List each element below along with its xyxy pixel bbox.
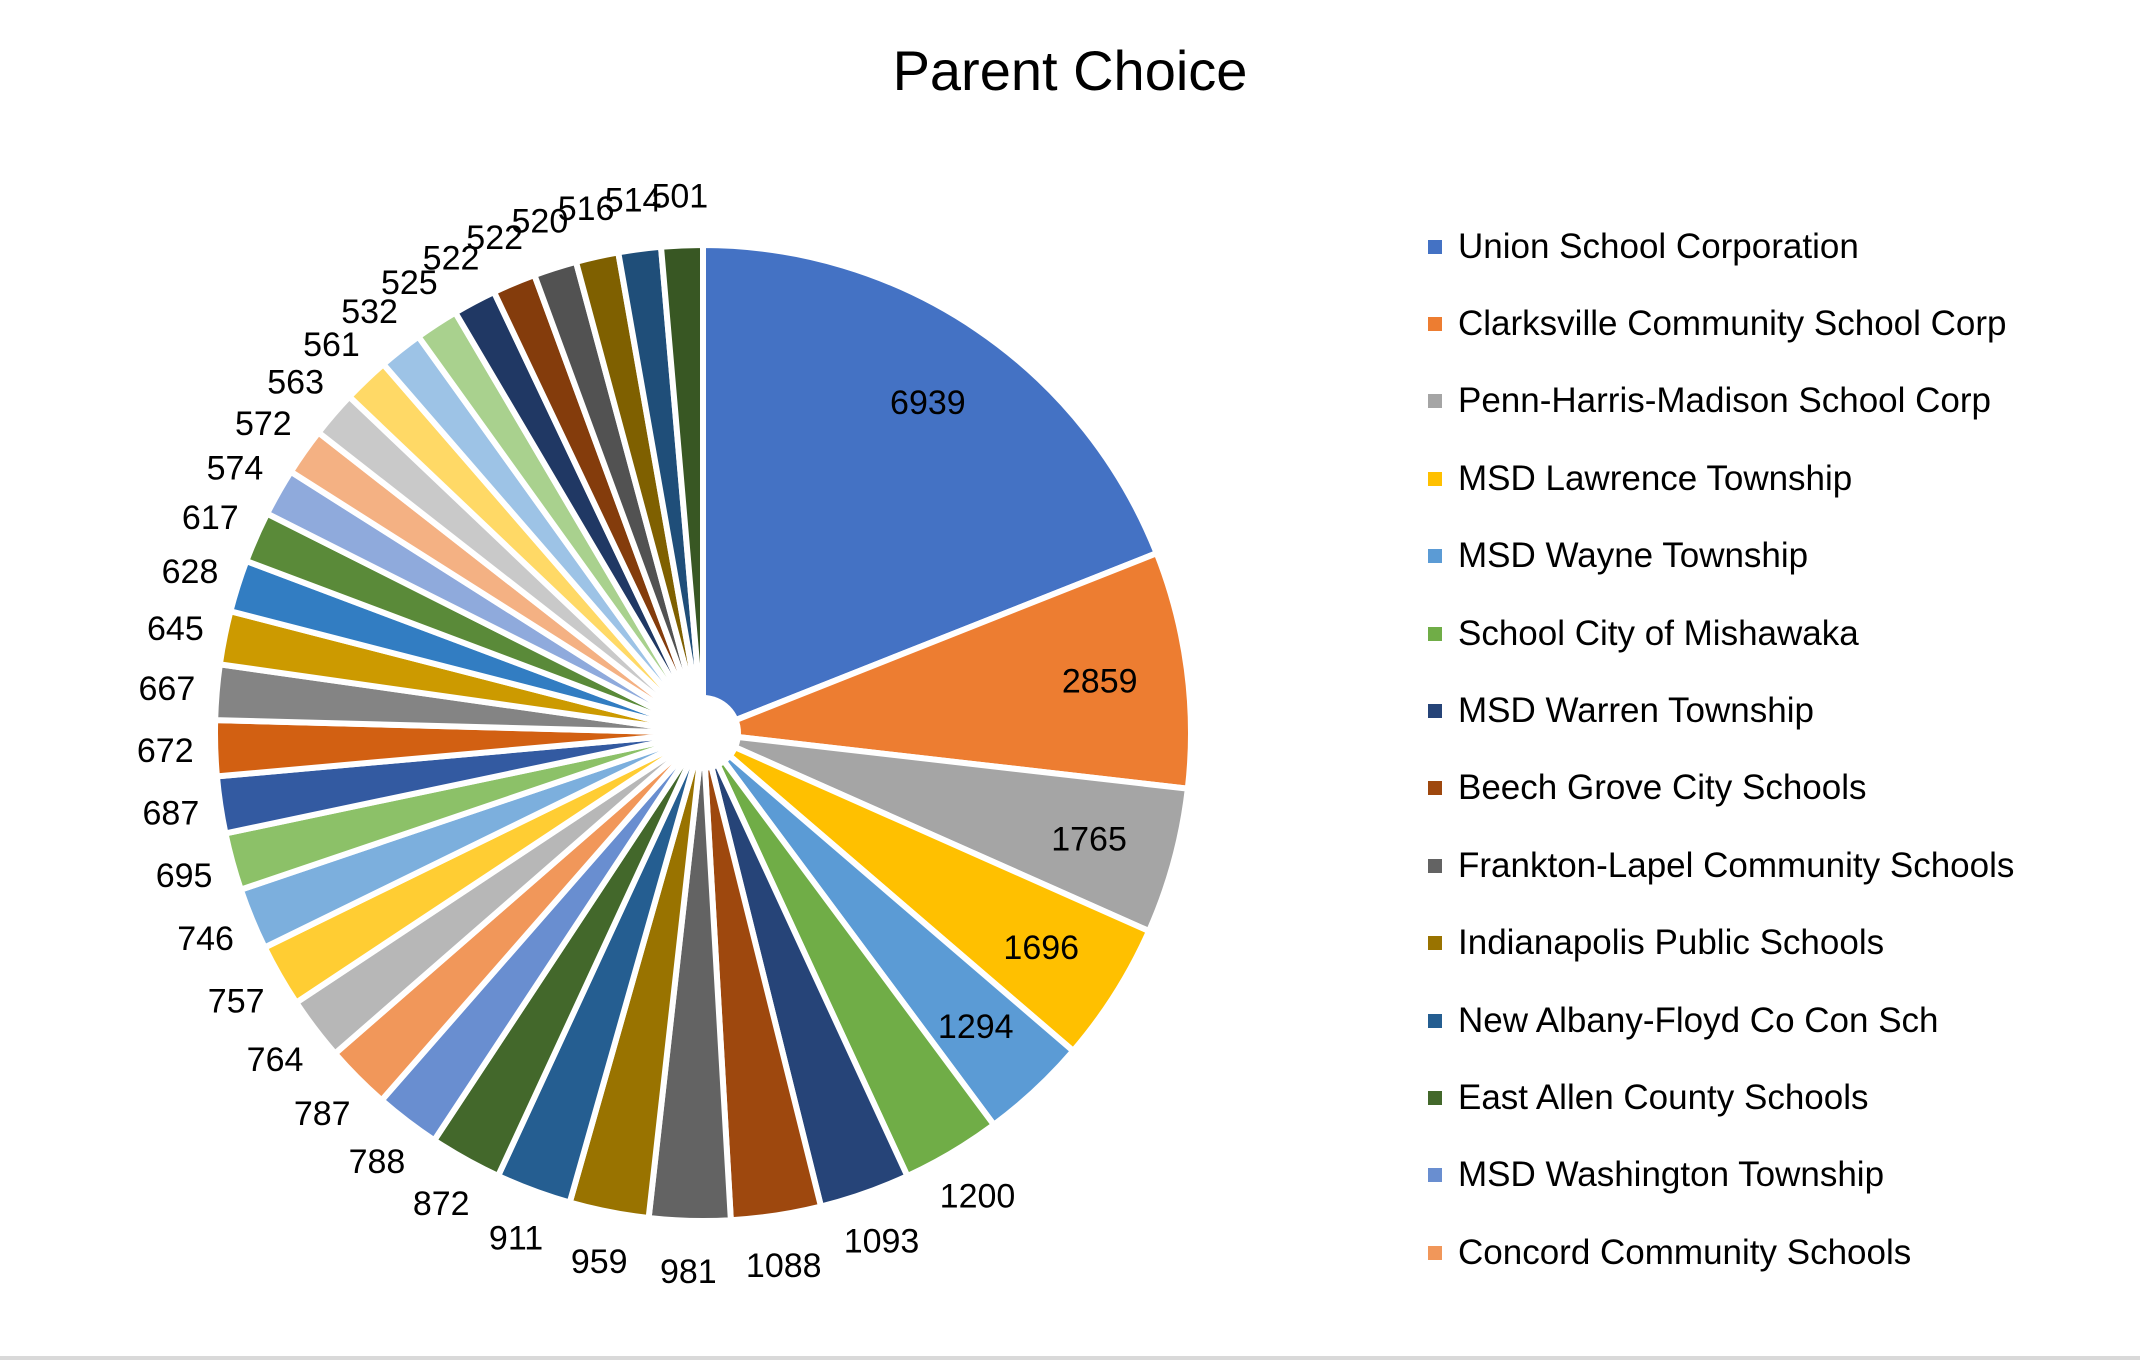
legend-label: Frankton-Lapel Community Schools [1458,845,2015,885]
legend-label: Concord Community Schools [1458,1232,1912,1272]
legend-label: School City of Mishawaka [1458,613,1859,653]
data-label: 617 [182,499,239,537]
data-label: 981 [660,1253,717,1291]
data-label: 911 [489,1219,543,1257]
center-hole [665,695,741,771]
data-label: 2859 [1062,663,1138,701]
legend-label: Union School Corporation [1458,226,1859,266]
data-label: 563 [267,364,324,402]
data-label: 514 [605,182,662,220]
legend-item: School City of Mishawaka [1428,595,2014,672]
legend-swatch [1428,936,1442,951]
legend-swatch [1428,471,1442,486]
legend-swatch [1428,704,1442,719]
legend-swatch [1428,1245,1442,1260]
legend-label: Clarksville Community School Corp [1458,304,2007,344]
data-label: 872 [413,1185,470,1223]
data-label: 1093 [844,1223,920,1261]
legend-item: MSD Lawrence Township [1428,440,2014,517]
legend-swatch [1428,626,1442,641]
legend-item: Concord Community Schools [1428,1214,2014,1291]
data-label: 6939 [890,384,966,422]
legend-swatch [1428,858,1442,873]
legend-swatch [1428,394,1442,409]
pie-slice [700,241,1161,738]
data-label: 522 [466,219,523,257]
legend-swatch [1428,781,1442,796]
data-label: 574 [207,450,264,488]
data-label: 645 [147,610,204,648]
data-label: 520 [512,202,569,240]
legend-item: MSD Warren Township [1428,672,2014,749]
data-label: 1765 [1051,820,1127,858]
legend-label: Indianapolis Public Schools [1458,923,1885,963]
pie-slice [701,549,1194,793]
data-label: 1294 [938,1008,1014,1046]
legend-label: East Allen County Schools [1458,1077,1869,1117]
legend-label: New Albany-Floyd Co Con Sch [1458,1000,1939,1040]
legend-item: Clarksville Community School Corp [1428,285,2014,362]
data-label: 672 [137,732,194,770]
data-label: 757 [208,982,265,1020]
legend-swatch [1428,549,1442,564]
legend-item: MSD Washington Township [1428,1137,2014,1214]
pie-slice [657,241,706,734]
data-label: 746 [177,920,234,958]
data-label: 1696 [1003,929,1079,967]
legend-item: Indianapolis Public Schools [1428,905,2014,982]
data-label: 1088 [746,1247,822,1285]
legend-label: Penn-Harris-Madison School Corp [1458,381,1991,421]
data-label: 516 [558,190,615,228]
chart-title: Parent Choice [892,39,1248,102]
legend-label: MSD Washington Township [1458,1155,1885,1195]
data-label: 959 [571,1243,628,1281]
legend-swatch [1428,317,1442,332]
data-label: 532 [341,293,398,331]
legend-swatch [1428,1090,1442,1105]
data-label: 687 [143,794,200,832]
data-label: 572 [235,405,292,443]
legend-item: MSD Wayne Township [1428,518,2014,595]
data-label: 561 [303,326,360,364]
legend: Union School Corporation Clarksville Comm… [1428,208,2014,1291]
data-label: 695 [156,857,213,895]
legend-item: Penn-Harris-Madison School Corp [1428,363,2014,440]
data-label: 788 [349,1143,406,1181]
data-label: 525 [381,264,438,302]
legend-label: MSD Wayne Township [1458,536,1809,576]
legend-label: Beech Grove City Schools [1458,768,1867,808]
legend-item: Beech Grove City Schools [1428,750,2014,827]
legend-swatch [1428,1013,1442,1028]
legend-label: MSD Warren Township [1458,691,1814,731]
legend-label: MSD Lawrence Township [1458,458,1853,498]
data-label: 522 [423,240,480,278]
legend-item: Union School Corporation [1428,208,2014,285]
data-label: 628 [162,553,219,591]
data-label: 764 [247,1041,304,1079]
legend-swatch [1428,239,1442,254]
legend-swatch [1428,1168,1442,1183]
legend-item: Frankton-Lapel Community Schools [1428,827,2014,904]
legend-item: East Allen County Schools [1428,1059,2014,1136]
bottom-border [0,1356,2140,1360]
data-label: 1200 [940,1178,1016,1216]
data-label: 667 [139,670,196,708]
legend-item: New Albany-Floyd Co Con Sch [1428,982,2014,1059]
data-label: 501 [651,177,708,215]
data-label: 787 [294,1095,351,1133]
